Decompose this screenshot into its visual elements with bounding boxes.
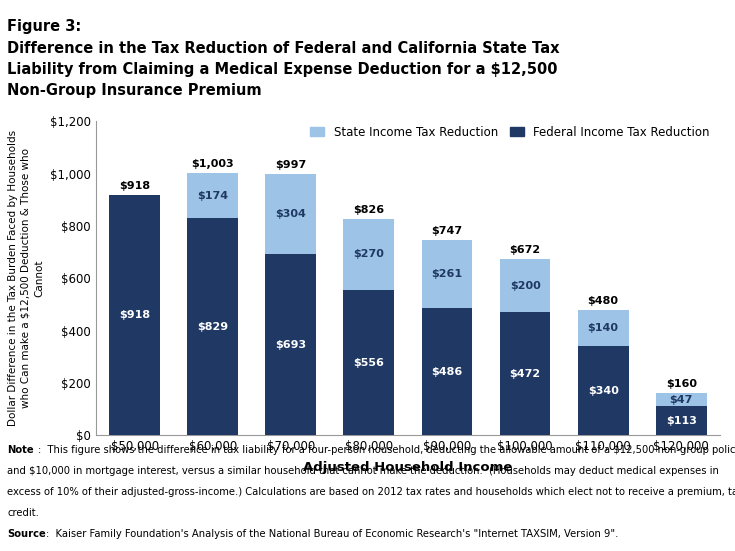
Bar bbox=[343, 290, 394, 435]
Text: $47: $47 bbox=[670, 395, 693, 404]
Text: and $10,000 in mortgage interest, versus a similar household that cannot make th: and $10,000 in mortgage interest, versus… bbox=[7, 466, 720, 476]
Text: excess of 10% of their adjusted-gross-income.) Calculations are based on 2012 ta: excess of 10% of their adjusted-gross-in… bbox=[7, 487, 735, 497]
Text: $113: $113 bbox=[666, 415, 697, 425]
Text: $918: $918 bbox=[119, 181, 150, 191]
Bar bbox=[343, 219, 394, 290]
Text: KAISER: KAISER bbox=[605, 487, 667, 502]
Bar bbox=[500, 260, 551, 312]
Bar bbox=[422, 240, 473, 308]
Text: THE HENRY J.: THE HENRY J. bbox=[605, 471, 667, 480]
Bar bbox=[656, 393, 706, 406]
Text: $918: $918 bbox=[119, 310, 150, 320]
Text: Difference in the Tax Reduction of Federal and California State Tax: Difference in the Tax Reduction of Feder… bbox=[7, 41, 560, 56]
Text: $1,003: $1,003 bbox=[191, 159, 234, 169]
Text: $556: $556 bbox=[354, 358, 384, 368]
Bar bbox=[578, 347, 628, 435]
Y-axis label: Dollar Difference in the Tax Burden Faced by Households
who Can make a $12,500 D: Dollar Difference in the Tax Burden Face… bbox=[8, 130, 44, 426]
Text: $829: $829 bbox=[197, 322, 229, 332]
Text: $160: $160 bbox=[666, 380, 697, 390]
Text: $174: $174 bbox=[197, 191, 229, 201]
Bar bbox=[422, 308, 473, 435]
Text: Liability from Claiming a Medical Expense Deduction for a $12,500: Liability from Claiming a Medical Expens… bbox=[7, 62, 558, 77]
Text: $486: $486 bbox=[431, 367, 462, 377]
Text: Note: Note bbox=[7, 445, 34, 455]
Text: $747: $747 bbox=[431, 226, 462, 236]
Text: $997: $997 bbox=[275, 160, 306, 170]
Text: $270: $270 bbox=[354, 250, 384, 260]
Bar bbox=[110, 195, 160, 435]
Text: $480: $480 bbox=[588, 296, 619, 306]
Text: Source: Source bbox=[7, 529, 46, 539]
Text: $472: $472 bbox=[509, 369, 541, 379]
Text: FOUNDATION: FOUNDATION bbox=[602, 527, 670, 536]
Bar bbox=[187, 173, 238, 218]
Text: Figure 3:: Figure 3: bbox=[7, 19, 82, 34]
Text: $693: $693 bbox=[275, 339, 306, 349]
Bar bbox=[265, 254, 316, 435]
Text: $340: $340 bbox=[588, 386, 619, 396]
X-axis label: Adjusted Household Income: Adjusted Household Income bbox=[304, 462, 512, 474]
Bar bbox=[656, 406, 706, 435]
Text: $826: $826 bbox=[354, 205, 384, 215]
Text: $140: $140 bbox=[588, 323, 619, 333]
Bar bbox=[187, 218, 238, 435]
Legend: State Income Tax Reduction, Federal Income Tax Reduction: State Income Tax Reduction, Federal Inco… bbox=[305, 121, 714, 143]
Bar bbox=[500, 312, 551, 435]
Bar bbox=[265, 174, 316, 254]
Text: $200: $200 bbox=[509, 280, 540, 290]
Text: FAMILY: FAMILY bbox=[606, 505, 665, 521]
Text: $304: $304 bbox=[276, 209, 306, 219]
Bar bbox=[578, 310, 628, 347]
Text: $261: $261 bbox=[431, 269, 462, 279]
Text: Non-Group Insurance Premium: Non-Group Insurance Premium bbox=[7, 83, 262, 98]
Text: :  This figure shows the difference in tax liability for a four-person household: : This figure shows the difference in ta… bbox=[38, 445, 735, 455]
Text: $672: $672 bbox=[509, 246, 541, 256]
Text: credit.: credit. bbox=[7, 508, 39, 518]
Text: :  Kaiser Family Foundation's Analysis of the National Bureau of Economic Resear: : Kaiser Family Foundation's Analysis of… bbox=[46, 529, 618, 539]
